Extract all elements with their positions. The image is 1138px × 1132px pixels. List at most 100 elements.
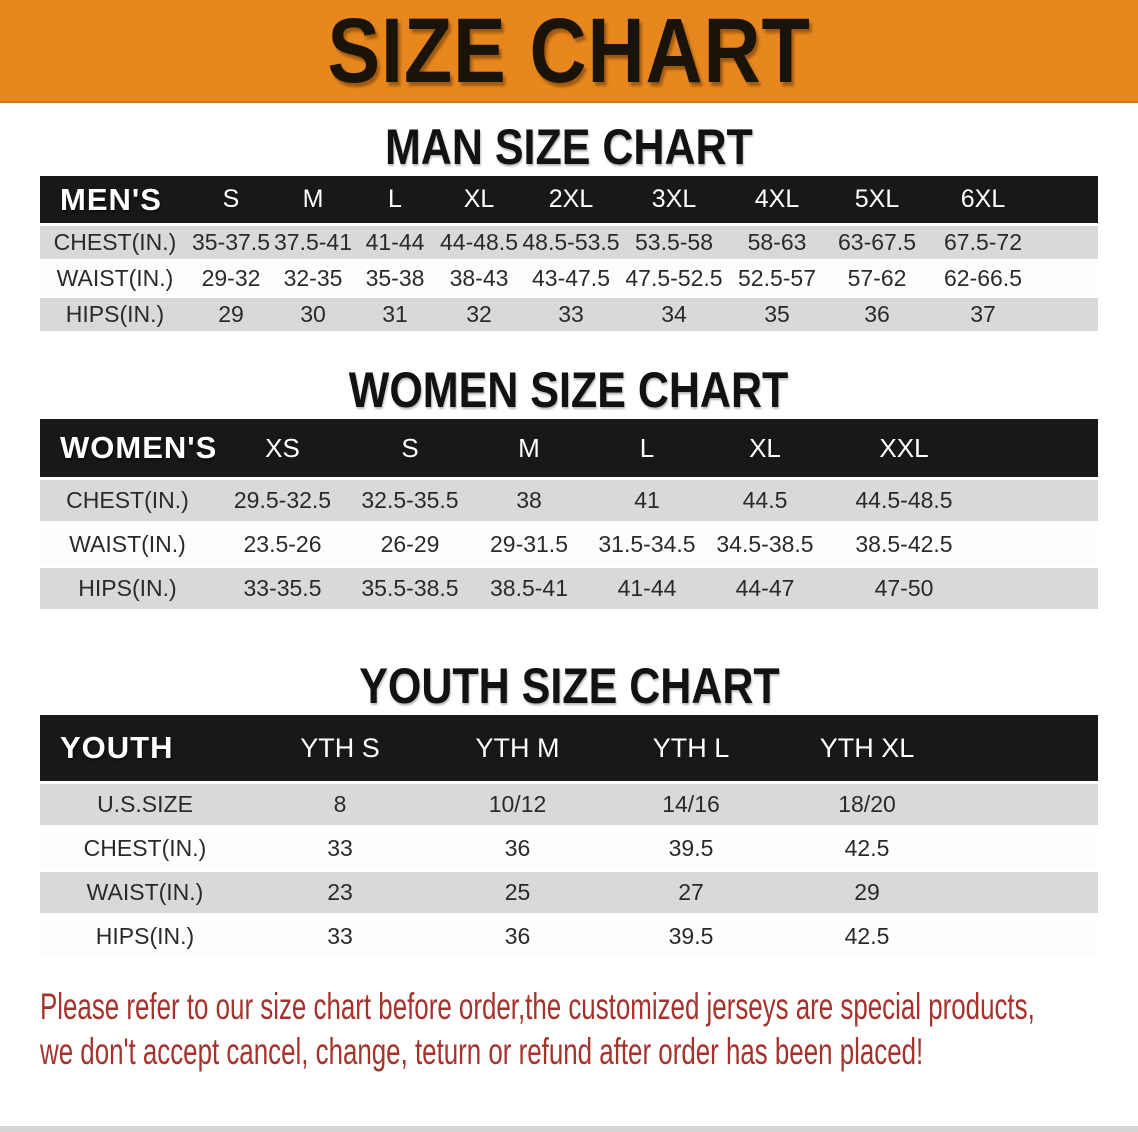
youth-ussize-row: U.S.SIZE 8 10/12 14/16 18/20 [40,784,1098,825]
men-col-header-xl: XL [436,176,522,223]
size-value-cell: 25 [430,872,605,913]
youth-waist-row: WAIST(IN.) 23 25 27 29 [40,872,1098,913]
size-value-cell: 58-63 [728,226,826,259]
size-value-cell: 32-35 [272,262,354,295]
size-value-cell: 29-31.5 [470,524,588,565]
youth-col-header-yth-l: YTH L [605,715,777,781]
youth-col-header-yth-s: YTH S [250,715,430,781]
size-value-cell: 26-29 [350,524,470,565]
men-waist-row: WAIST(IN.) 29-32 32-35 35-38 38-43 43-47… [40,262,1098,295]
youth-table-header-row: YOUTH YTH S YTH M YTH L YTH XL [40,715,1098,781]
size-value-cell: 32.5-35.5 [350,480,470,521]
youth-waist-label: WAIST(IN.) [40,872,250,913]
size-value-cell: 38.5-42.5 [824,524,984,565]
women-col-header-s: S [350,419,470,477]
size-value-cell: 34 [620,298,728,331]
size-value-cell: 39.5 [605,916,777,957]
women-col-header-xxl: XXL [824,419,984,477]
men-col-header-5xl: 5XL [826,176,928,223]
bottom-edge-strip [0,1126,1138,1132]
size-value-cell: 42.5 [777,828,957,869]
men-col-header-s: S [190,176,272,223]
size-value-cell: 33 [250,828,430,869]
size-value-cell: 39.5 [605,828,777,869]
spacer-cell [984,419,1098,477]
size-value-cell: 37 [928,298,1038,331]
size-value-cell: 29-32 [190,262,272,295]
women-col-header-xs: XS [215,419,350,477]
size-value-cell: 38.5-41 [470,568,588,609]
size-value-cell: 35.5-38.5 [350,568,470,609]
spacer-cell [984,524,1098,565]
size-value-cell: 35-38 [354,262,436,295]
youth-col-header-yth-xl: YTH XL [777,715,957,781]
disclaimer: Please refer to our size chart before or… [40,984,1138,1074]
men-section-heading: MAN SIZE CHART [0,121,1138,173]
size-value-cell: 36 [826,298,928,331]
size-value-cell: 44.5 [706,480,824,521]
size-value-cell: 34.5-38.5 [706,524,824,565]
size-value-cell: 63-67.5 [826,226,928,259]
women-section-heading-text: WOMEN SIZE CHART [349,362,789,418]
size-value-cell: 23.5-26 [215,524,350,565]
size-value-cell: 29 [190,298,272,331]
women-hips-row: HIPS(IN.) 33-35.5 35.5-38.5 38.5-41 41-4… [40,568,1098,609]
men-section-heading-text: MAN SIZE CHART [385,119,753,175]
size-value-cell: 14/16 [605,784,777,825]
men-col-header-4xl: 4XL [728,176,826,223]
men-chest-row: CHEST(IN.) 35-37.5 37.5-41 41-44 44-48.5… [40,226,1098,259]
spacer-cell [1038,298,1098,331]
size-value-cell: 31.5-34.5 [588,524,706,565]
size-value-cell: 27 [605,872,777,913]
size-value-cell: 38 [470,480,588,521]
size-value-cell: 37.5-41 [272,226,354,259]
women-waist-label: WAIST(IN.) [40,524,215,565]
men-col-header-6xl: 6XL [928,176,1038,223]
youth-section-heading: YOUTH SIZE CHART [0,660,1138,712]
men-table-header-row: MEN'S S M L XL 2XL 3XL 4XL 5XL 6XL [40,176,1098,223]
women-col-header-xl: XL [706,419,824,477]
size-value-cell: 44-48.5 [436,226,522,259]
size-value-cell: 43-47.5 [522,262,620,295]
size-value-cell: 67.5-72 [928,226,1038,259]
size-chart-banner: SIZE CHART [0,0,1138,103]
youth-chest-label: CHEST(IN.) [40,828,250,869]
size-value-cell: 52.5-57 [728,262,826,295]
spacer-cell [1038,262,1098,295]
size-value-cell: 44-47 [706,568,824,609]
size-value-cell: 30 [272,298,354,331]
spacer-cell [957,828,1098,869]
size-value-cell: 8 [250,784,430,825]
disclaimer-line-2: we don't accept cancel, change, teturn o… [40,1031,924,1072]
spacer-cell [957,916,1098,957]
size-value-cell: 32 [436,298,522,331]
size-value-cell: 47.5-52.5 [620,262,728,295]
size-value-cell: 36 [430,828,605,869]
men-hips-row: HIPS(IN.) 29 30 31 32 33 34 35 36 37 [40,298,1098,331]
size-value-cell: 31 [354,298,436,331]
size-value-cell: 57-62 [826,262,928,295]
size-value-cell: 47-50 [824,568,984,609]
banner-title: SIZE CHART [327,0,811,102]
size-value-cell: 41-44 [588,568,706,609]
spacer-cell [984,480,1098,521]
size-value-cell: 44.5-48.5 [824,480,984,521]
size-value-cell: 53.5-58 [620,226,728,259]
spacer-cell [957,784,1098,825]
youth-table-title: YOUTH [40,715,250,781]
size-value-cell: 36 [430,916,605,957]
women-table-title: WOMEN'S [40,419,215,477]
men-col-header-m: M [272,176,354,223]
spacer-cell [957,715,1098,781]
spacer-cell [1038,176,1098,223]
size-value-cell: 62-66.5 [928,262,1038,295]
women-waist-row: WAIST(IN.) 23.5-26 26-29 29-31.5 31.5-34… [40,524,1098,565]
youth-size-table: YOUTH YTH S YTH M YTH L YTH XL U.S.SIZE … [40,712,1098,960]
youth-section-heading-text: YOUTH SIZE CHART [358,658,780,714]
women-table-header-row: WOMEN'S XS S M L XL XXL [40,419,1098,477]
size-value-cell: 33 [522,298,620,331]
size-value-cell: 29.5-32.5 [215,480,350,521]
size-value-cell: 38-43 [436,262,522,295]
women-size-table: WOMEN'S XS S M L XL XXL CHEST(IN.) 29.5-… [40,416,1098,612]
men-table-title: MEN'S [40,176,190,223]
